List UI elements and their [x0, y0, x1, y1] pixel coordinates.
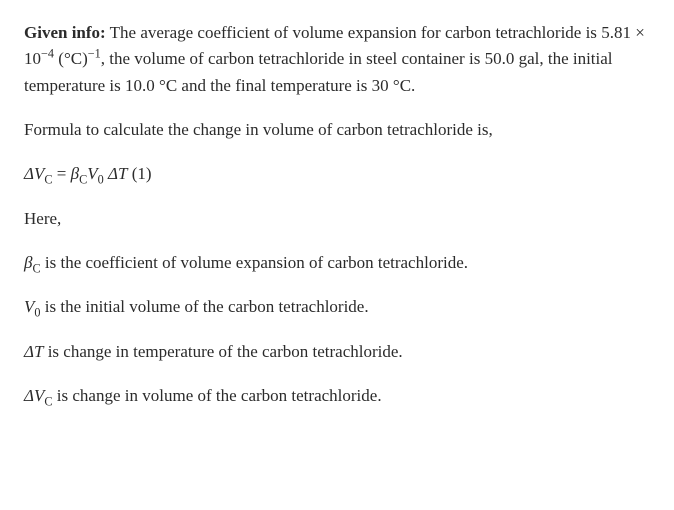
- equation-number: (1): [127, 164, 151, 183]
- exponent: −4: [41, 47, 54, 61]
- subscript-c: C: [32, 261, 40, 275]
- delta-v-symbol: ΔV: [24, 164, 44, 183]
- here-paragraph: Here,: [24, 206, 650, 232]
- formula-intro-paragraph: Formula to calculate the change in volum…: [24, 117, 650, 143]
- delta-v-symbol: ΔV: [24, 386, 44, 405]
- text-segment: is the coefficient of volume expansion o…: [41, 253, 468, 272]
- text-segment: is change in volume of the carbon tetrac…: [53, 386, 382, 405]
- given-info-paragraph: Given info: The average coefficient of v…: [24, 20, 650, 99]
- text-segment: is the initial volume of the carbon tetr…: [41, 297, 369, 316]
- equals: =: [53, 164, 71, 183]
- v0-definition: V0 is the initial volume of the carbon t…: [24, 294, 650, 320]
- v-symbol: V: [24, 297, 34, 316]
- subscript-c: C: [44, 173, 52, 187]
- subscript-c: C: [44, 394, 52, 408]
- given-info-label: Given info:: [24, 23, 106, 42]
- text-segment: and the final temperature is: [177, 76, 371, 95]
- volume-value: 50.0 gal: [485, 49, 540, 68]
- v-symbol: V: [87, 164, 97, 183]
- delta-vc-definition: ΔVC is change in volume of the carbon te…: [24, 383, 650, 409]
- text-segment: is change in temperature of the carbon t…: [43, 342, 402, 361]
- text-segment: , the volume of carbon tetrachloride in …: [101, 49, 485, 68]
- unit-open: (°C): [54, 49, 88, 68]
- formula-equation: ΔVC = βCV0 ΔT (1): [24, 161, 650, 187]
- beta-definition: βC is the coefficient of volume expansio…: [24, 250, 650, 276]
- unit-exponent: −1: [88, 47, 101, 61]
- text-segment: The average coefficient of volume expans…: [106, 23, 601, 42]
- temp-final: 30 °C: [372, 76, 411, 95]
- delta-t-symbol: ΔT: [104, 164, 128, 183]
- delta-t-symbol: ΔT: [24, 342, 43, 361]
- beta-symbol: β: [71, 164, 79, 183]
- temp-initial: 10.0 °C: [125, 76, 177, 95]
- text-segment: .: [411, 76, 415, 95]
- delta-t-definition: ΔT is change in temperature of the carbo…: [24, 339, 650, 365]
